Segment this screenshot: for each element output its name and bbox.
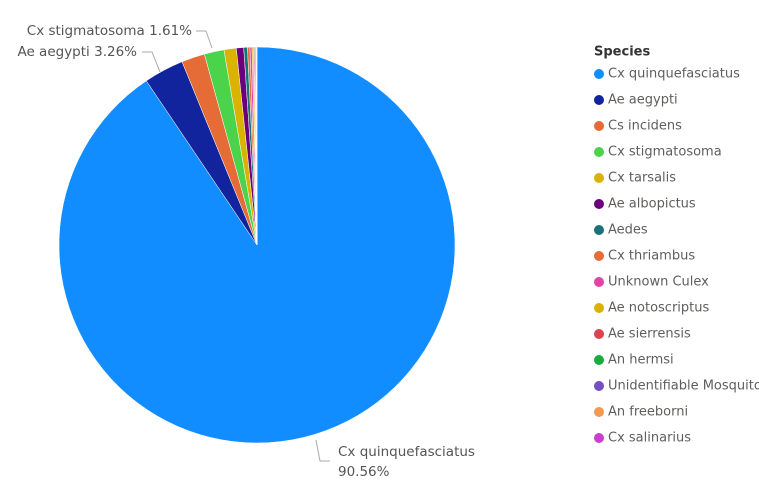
legend-marker xyxy=(594,277,604,287)
data-label: Cx stigmatosoma 1.61% xyxy=(27,23,192,39)
label-name: Ae aegypti xyxy=(17,44,89,60)
legend-marker xyxy=(594,407,604,417)
legend-label[interactable]: Cx thriambus xyxy=(608,249,695,264)
legend-label[interactable]: An freeborni xyxy=(608,405,688,420)
legend-label[interactable]: Cs incidens xyxy=(608,119,682,134)
legend-label[interactable]: Unidentifiable Mosquito xyxy=(608,379,759,394)
legend-title: Species xyxy=(594,45,650,60)
legend-label[interactable]: Ae aegypti xyxy=(608,93,678,108)
legend-label[interactable]: Cx salinarius xyxy=(608,431,691,446)
legend-label[interactable]: Cx tarsalis xyxy=(608,171,676,186)
legend-label[interactable]: An hermsi xyxy=(608,353,674,368)
legend-marker xyxy=(594,199,604,209)
leader-line xyxy=(315,439,330,462)
legend-marker xyxy=(594,329,604,339)
label-value: 90.56% xyxy=(338,464,390,480)
label-name: Cx quinquefasciatus xyxy=(338,444,475,460)
legend-marker xyxy=(594,355,604,365)
legend-label[interactable]: Cx quinquefasciatus xyxy=(608,67,740,82)
label-value: 1.61% xyxy=(149,23,192,39)
legend-marker xyxy=(594,433,604,443)
legend-marker xyxy=(594,381,604,391)
legend-label[interactable]: Aedes xyxy=(608,223,648,238)
data-label: Ae aegypti 3.26% xyxy=(17,44,137,60)
legend-marker xyxy=(594,121,604,131)
legend-label[interactable]: Ae albopictus xyxy=(608,197,696,212)
legend-marker xyxy=(594,173,604,183)
leader-line xyxy=(196,30,213,49)
legend: Cx quinquefasciatus Ae aegypti Cs incidens… xyxy=(594,67,759,446)
label-value: 3.26% xyxy=(94,44,137,60)
legend-marker xyxy=(594,95,604,105)
legend-marker xyxy=(594,251,604,261)
legend-marker xyxy=(594,147,604,157)
legend-marker xyxy=(594,225,604,235)
legend-marker xyxy=(594,303,604,313)
legend-label[interactable]: Ae sierrensis xyxy=(608,327,691,342)
legend-label[interactable]: Unknown Culex xyxy=(608,275,709,290)
legend-label[interactable]: Cx stigmatosoma xyxy=(608,145,722,160)
legend-marker xyxy=(594,69,604,79)
label-name: Cx stigmatosoma xyxy=(27,23,145,39)
leader-line xyxy=(142,51,161,73)
legend-label[interactable]: Ae notoscriptus xyxy=(608,301,710,316)
pie xyxy=(58,46,456,444)
